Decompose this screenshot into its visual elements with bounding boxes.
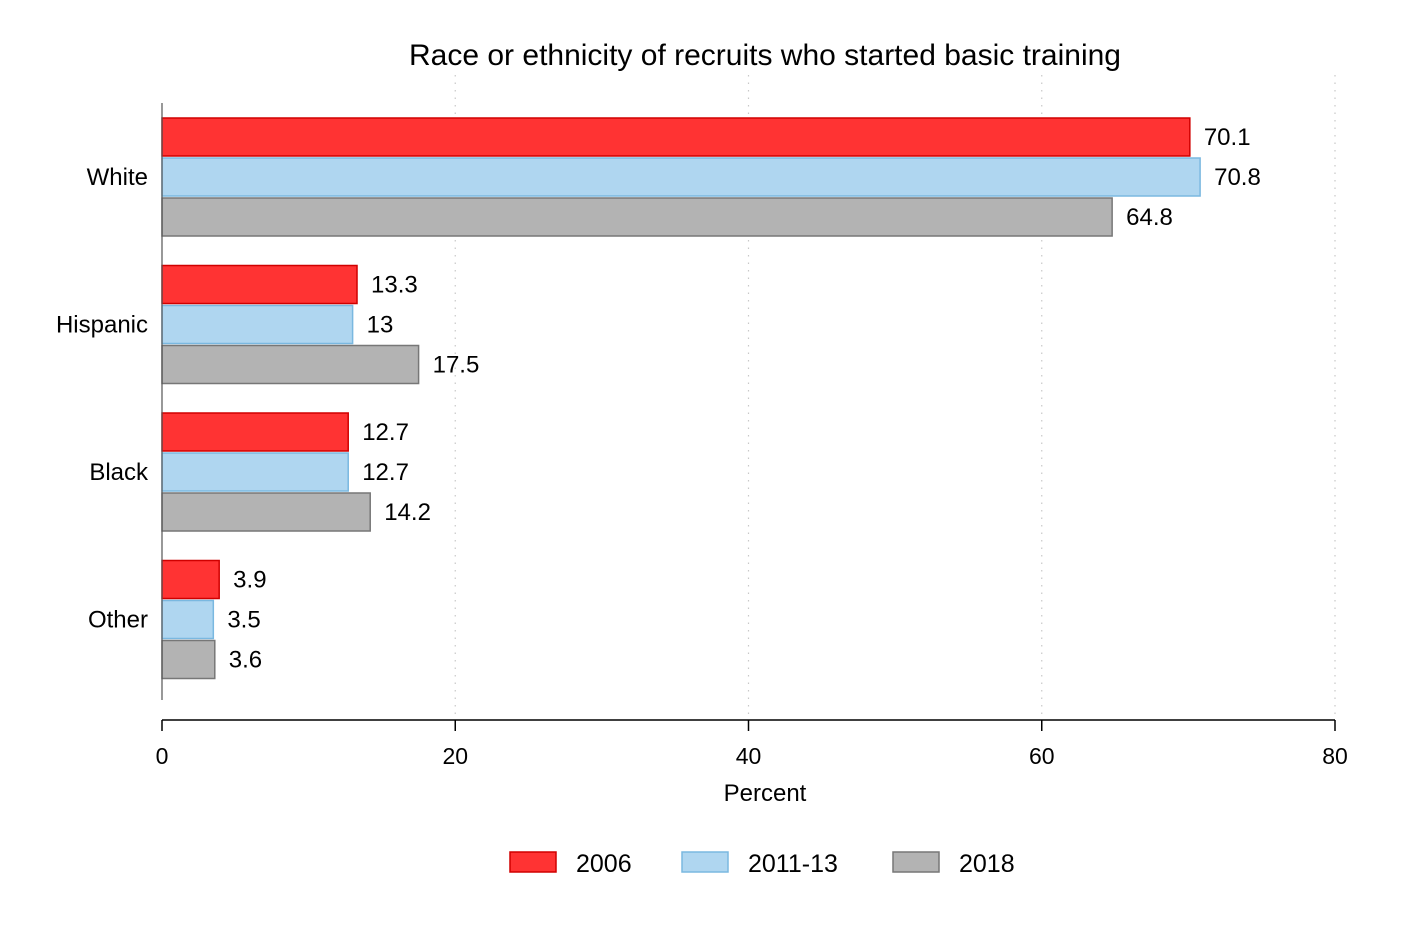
gridlines [454, 75, 1336, 720]
category-label-hispanic: Hispanic [56, 312, 148, 339]
category-labels: White Hispanic Black Other [56, 164, 149, 634]
bar-other-2018 [161, 639, 216, 680]
data-labels: 70.1 70.8 64.8 13.3 13 17.5 12.7 12.7 14.2 3.9 3.5… [227, 124, 1261, 674]
data-label-white-2011-13: 70.8 [1214, 164, 1261, 191]
legend: 2006 2011-13 2018 [509, 850, 1015, 878]
chart-title: Race or ethnicity of recruits who starte… [409, 39, 1121, 72]
data-label-black-2018: 14.2 [384, 499, 431, 526]
category-label-other: Other [88, 607, 148, 634]
bar-black-2011-13 [161, 452, 349, 492]
legend-swatch-2011-13 [681, 851, 729, 873]
bar-white-2006 [161, 117, 1191, 157]
bar-hispanic-2006 [161, 264, 358, 305]
bars [161, 117, 1201, 680]
data-label-hispanic-2006: 13.3 [371, 272, 418, 299]
data-label-hispanic-2018: 17.5 [433, 352, 480, 379]
data-label-hispanic-2011-13: 13 [367, 312, 394, 339]
category-label-black: Black [89, 459, 149, 486]
legend-swatch-2018 [892, 851, 940, 873]
bar-other-2006 [161, 559, 220, 600]
bar-white-2018 [161, 197, 1113, 237]
bar-black-2006 [161, 412, 349, 452]
category-label-white: White [87, 164, 148, 191]
bar-hispanic-2011-13 [161, 304, 354, 345]
bar-white-2011-13 [161, 157, 1201, 197]
bar-other-2011-13 [161, 599, 215, 640]
data-label-black-2006: 12.7 [362, 419, 409, 446]
legend-label-2011-13: 2011-13 [748, 850, 838, 878]
x-tick-label-3: 60 [1029, 743, 1055, 769]
legend-label-2018: 2018 [959, 850, 1015, 878]
bar-hispanic-2018 [161, 344, 420, 385]
x-axis-ticks: 0 20 40 60 80 [156, 720, 1348, 769]
legend-swatch-2006 [509, 851, 557, 873]
legend-label-2006: 2006 [576, 850, 632, 878]
data-label-other-2018: 3.6 [229, 647, 262, 674]
x-tick-label-0: 0 [156, 743, 169, 769]
data-label-other-2006: 3.9 [233, 567, 266, 594]
data-label-white-2018: 64.8 [1126, 204, 1173, 231]
data-label-black-2011-13: 12.7 [362, 459, 409, 486]
x-tick-label-1: 20 [442, 743, 468, 769]
x-tick-label-2: 40 [736, 743, 762, 769]
data-label-white-2006: 70.1 [1204, 124, 1251, 151]
x-axis-title: Percent [724, 780, 807, 807]
x-tick-label-4: 80 [1322, 743, 1348, 769]
data-label-other-2011-13: 3.5 [227, 607, 260, 634]
bar-black-2018 [161, 492, 371, 532]
